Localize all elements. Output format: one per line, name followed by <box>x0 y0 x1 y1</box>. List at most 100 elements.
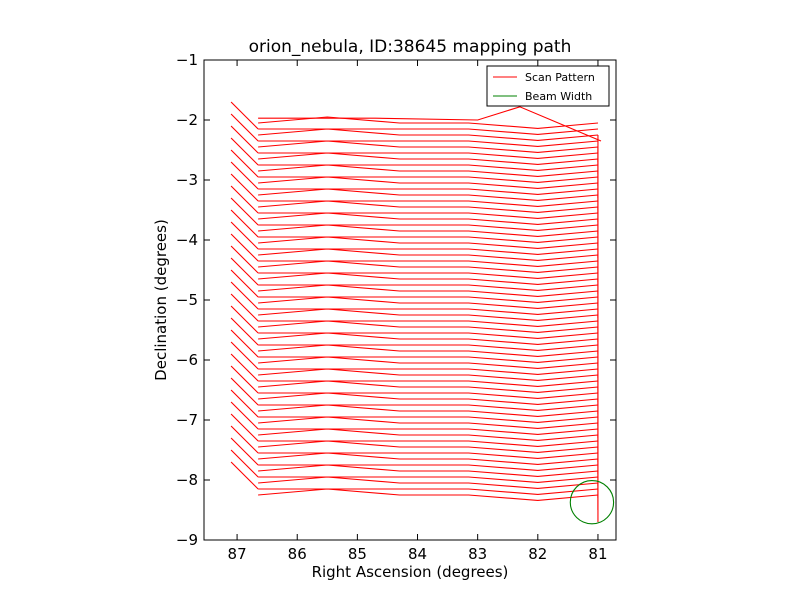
scan-sweep <box>230 365 259 394</box>
scan-sweep <box>230 137 259 166</box>
scan-sweep <box>230 197 259 226</box>
scan-row <box>258 248 599 261</box>
scan-sweep <box>230 257 259 286</box>
y-tick-label: −1 <box>176 51 198 69</box>
scan-row <box>258 404 599 417</box>
scan-sweep <box>230 305 259 334</box>
scan-row <box>258 236 599 249</box>
scan-sweep <box>230 449 259 478</box>
y-tick-label: −5 <box>176 291 198 309</box>
scan-row <box>258 200 599 207</box>
y-tick-label: −8 <box>176 471 198 489</box>
scan-row <box>258 452 599 465</box>
scan-row <box>258 200 599 213</box>
scan-row <box>258 452 599 459</box>
scan-row <box>258 380 599 387</box>
scan-row <box>258 404 599 411</box>
scan-sweep <box>230 413 259 442</box>
scan-row <box>258 476 599 489</box>
scan-row <box>258 164 599 177</box>
scan-sweep <box>230 329 259 358</box>
x-axis-label: Right Ascension (degrees) <box>312 563 509 581</box>
scan-top-row <box>258 106 602 142</box>
scan-row <box>258 152 599 159</box>
scan-row <box>258 308 599 315</box>
scan-sweep <box>230 269 259 298</box>
plot-frame <box>203 59 617 541</box>
ticks-layer: 87 86 85 84 83 82 81 −1 −2 −3 −4 −5 −6 −7 −8 −9 <box>176 51 616 563</box>
scan-row <box>258 188 599 195</box>
scan-sweep <box>230 401 259 430</box>
beam-width-circle <box>569 480 615 525</box>
scan-sweep <box>230 161 259 190</box>
scan-row <box>258 212 599 219</box>
scan-row <box>258 272 599 279</box>
scan-row <box>258 188 599 201</box>
scan-row <box>258 308 599 321</box>
scan-row <box>258 260 599 267</box>
scan-row <box>258 296 599 303</box>
scan-sweep <box>230 293 259 322</box>
scan-row <box>258 176 599 183</box>
y-tick-label: −3 <box>176 171 198 189</box>
scan-row <box>258 356 599 363</box>
scan-row <box>258 176 599 189</box>
x-tick-label: 85 <box>348 545 367 563</box>
scan-row <box>258 320 599 333</box>
scan-row <box>258 284 599 297</box>
scan-row <box>258 344 599 357</box>
scan-row <box>258 320 599 327</box>
scan-row <box>258 248 599 255</box>
scan-row <box>258 272 599 285</box>
scan-row <box>258 464 599 477</box>
scan-sweep <box>230 233 259 262</box>
x-tick-label: 86 <box>288 545 307 563</box>
scan-row <box>258 464 599 471</box>
legend-box <box>486 65 610 107</box>
scan-sweep <box>230 173 259 202</box>
scan-sweep <box>230 149 259 178</box>
scan-row <box>258 212 599 225</box>
scan-sweep <box>230 461 259 490</box>
scan-sweep <box>230 389 259 418</box>
scan-row <box>258 152 599 165</box>
scan-row <box>258 296 599 309</box>
scan-sweep <box>230 377 259 406</box>
chart-title: orion_nebula, ID:38645 mapping path <box>249 37 572 57</box>
scan-row <box>258 356 599 369</box>
scan-sweep <box>230 437 259 466</box>
scan-row <box>258 488 599 501</box>
x-tick-label: 81 <box>588 545 607 563</box>
scan-row <box>258 368 599 381</box>
scan-row <box>258 284 599 291</box>
scan-sweep <box>230 353 259 382</box>
scan-row <box>258 128 599 135</box>
scan-row <box>258 440 599 453</box>
legend-label-beam-width: Beam Width <box>525 90 592 103</box>
y-tick-label: −7 <box>176 411 198 429</box>
scan-row <box>258 224 599 231</box>
scan-sweep <box>230 185 259 214</box>
scan-sweep <box>230 113 259 142</box>
scan-sweep <box>230 221 259 250</box>
scan-row <box>258 428 599 441</box>
scan-row <box>258 140 599 153</box>
scan-row <box>258 392 599 405</box>
scan-sweep <box>230 317 259 346</box>
data-layer <box>230 101 615 525</box>
scan-row <box>258 440 599 447</box>
x-tick-label: 87 <box>228 545 247 563</box>
scan-sweep <box>230 341 259 370</box>
y-axis-label: Declination (degrees) <box>152 219 170 381</box>
scan-sweep <box>230 281 259 310</box>
x-tick-label: 82 <box>528 545 547 563</box>
scan-row <box>258 416 599 423</box>
scan-row <box>258 164 599 171</box>
scan-row <box>258 488 599 495</box>
scan-sweep <box>230 125 259 154</box>
legend: Scan Pattern Beam Width <box>486 65 610 107</box>
scan-row <box>258 128 599 141</box>
scan-row <box>258 236 599 243</box>
